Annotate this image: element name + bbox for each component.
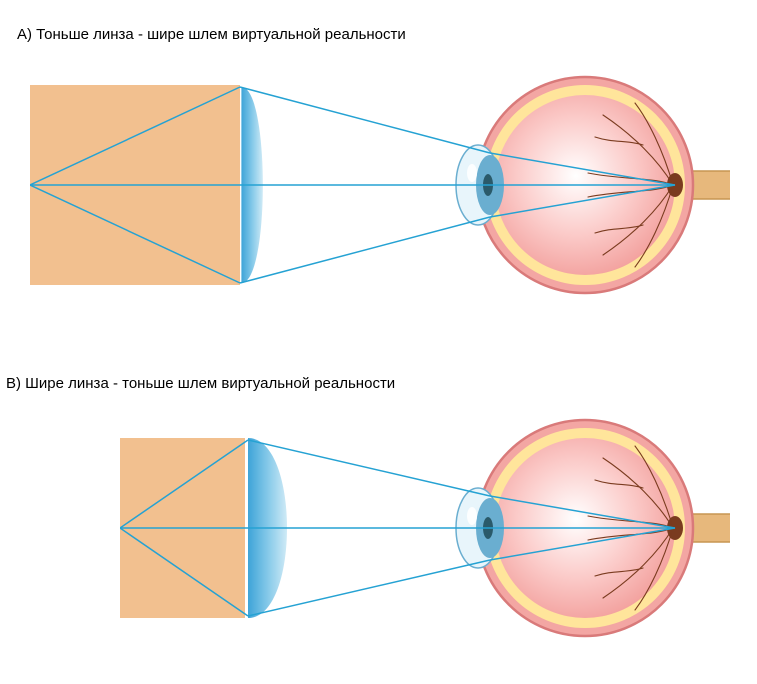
diagram-a — [30, 65, 730, 295]
caption-a: A) Тоньше линза - шире шлем виртуальной … — [17, 26, 406, 43]
cornea-highlight — [467, 164, 477, 182]
diagram-b — [120, 408, 730, 638]
cornea-highlight — [467, 507, 477, 525]
caption-b: B) Шире линза - тоньше шлем виртуальной … — [6, 375, 395, 392]
